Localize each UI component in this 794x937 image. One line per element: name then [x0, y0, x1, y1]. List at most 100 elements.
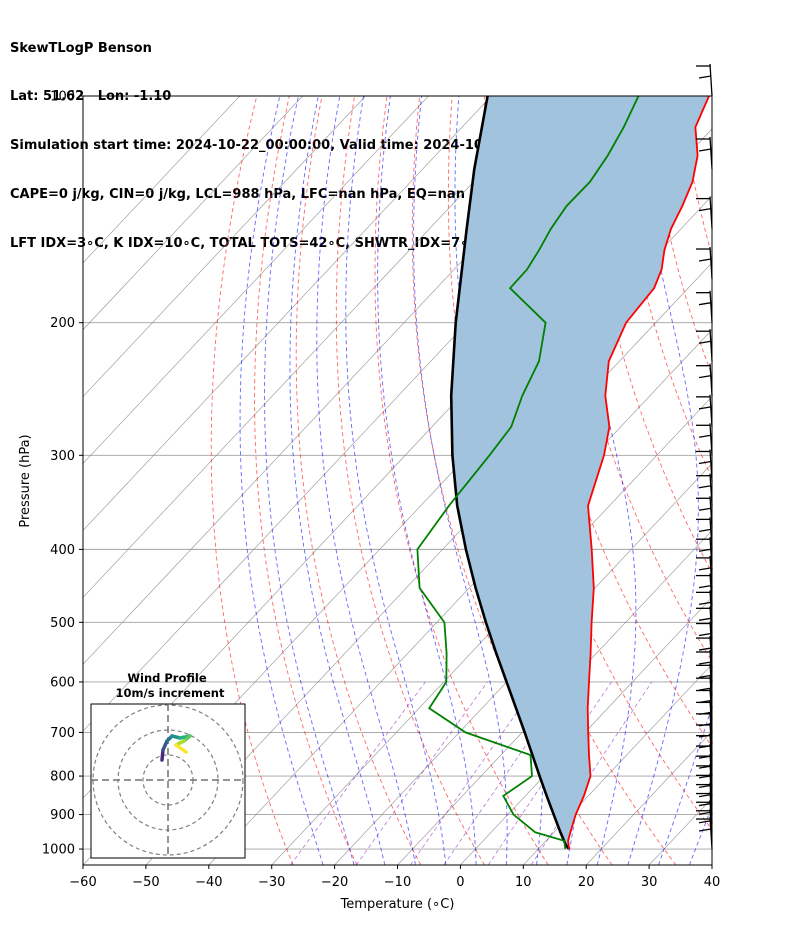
barb-flag: [698, 811, 712, 815]
wind-barb: [696, 722, 713, 755]
inset-subtitle: 10m/s increment: [116, 686, 225, 700]
barb-flag: [698, 460, 712, 465]
mixing-ratio-line: [410, 681, 539, 865]
y-tick-label: 1000: [42, 843, 75, 858]
barb-flag: [698, 207, 712, 212]
barb-flag: [698, 723, 712, 727]
barb-flag: [698, 584, 712, 589]
cape-fill-layer: [451, 96, 709, 849]
inset-title: Wind Profile: [127, 671, 207, 685]
x-axis-label: Temperature (∘C): [340, 897, 455, 912]
x-tick-label: −10: [384, 875, 411, 890]
isotherm-line: [83, 96, 366, 398]
temperature-line: [567, 96, 710, 850]
wind-barb: [696, 754, 713, 787]
wind-barb: [696, 763, 713, 796]
barb-flag: [698, 755, 712, 759]
barb-flag: [698, 567, 712, 571]
moist-adiabat-line: [720, 96, 794, 865]
barb-flag: [698, 601, 712, 605]
barb-flag: [698, 784, 712, 789]
x-tick-label: −30: [258, 875, 285, 890]
isotherm-line: [775, 96, 794, 865]
x-tick-label: 20: [578, 875, 595, 890]
barb-flag: [698, 775, 712, 779]
stability-indices-line: LFT IDX=3∘C, K IDX=10∘C, TOTAL TOTS=42∘C…: [10, 236, 478, 252]
barb-flag: [698, 687, 712, 691]
barb-flag: [698, 661, 712, 665]
moist-adiabat-line: [316, 96, 416, 865]
dry-adiabat-line: [335, 96, 485, 865]
barb-flag: [698, 820, 712, 824]
barb-flag: [698, 406, 712, 410]
dry-adiabat-line: [210, 96, 294, 865]
isotherm-line: [523, 663, 712, 865]
isotherm-line: [334, 462, 712, 865]
barb-flag: [698, 674, 712, 678]
x-tick-label: −40: [195, 875, 222, 890]
barb-flag: [698, 793, 712, 798]
dry-adiabat-line: [713, 96, 794, 865]
wind-profile-inset: Wind Profile 10m/s increment: [90, 671, 246, 859]
x-tick-label: 0: [456, 875, 464, 890]
moist-adiabat-line: [264, 96, 355, 865]
y-axis-label: Pressure (hPa): [18, 434, 33, 527]
moist-adiabat-line: [239, 96, 324, 865]
barb-flag: [698, 258, 712, 262]
barb-staff: [709, 63, 713, 97]
wind-barb: [696, 290, 713, 323]
wind-barb: [696, 537, 713, 570]
barb-flag: [698, 734, 712, 738]
dewpoint-line: [416, 96, 640, 850]
y-tick-label: 100: [50, 90, 75, 105]
barb-flag: [698, 548, 712, 552]
barb-flag: [698, 340, 712, 344]
barb-flag: [698, 699, 712, 704]
moist-adiabat-line: [627, 96, 699, 865]
isotherm-line: [83, 96, 241, 264]
wind-barb: [696, 329, 713, 362]
x-tick-label: 10: [515, 875, 532, 890]
y-tick-label: 900: [50, 808, 75, 823]
mixing-ratio-line: [487, 681, 612, 865]
wind-barb: [696, 136, 713, 170]
y-tick-label: 400: [50, 543, 75, 558]
barb-flag: [698, 745, 712, 749]
x-tick-label: 40: [704, 875, 721, 890]
isotherm-line: [83, 96, 492, 531]
barb-flag: [698, 302, 712, 306]
barb-flag: [698, 434, 712, 438]
cin-shaded-area: [451, 96, 709, 849]
moist-adiabat-line: [688, 805, 712, 865]
moist-adiabat-line: [413, 96, 508, 865]
barb-flag: [698, 528, 712, 533]
moist-adiabat-line: [345, 96, 447, 865]
x-tick-label: 30: [641, 875, 658, 890]
mixing-ratio-line: [355, 681, 488, 865]
x-tick-label: −20: [321, 875, 348, 890]
y-tick-label: 600: [50, 675, 75, 690]
wind-barb: [696, 744, 713, 777]
barb-flag: [698, 75, 712, 79]
wind-barb: [696, 573, 713, 606]
isotherm-line: [271, 396, 712, 865]
wind-barb: [696, 711, 713, 744]
barb-flag: [698, 711, 712, 716]
x-tick-label: −50: [132, 875, 159, 890]
dry-adiabat-line: [254, 96, 358, 865]
isotherm-line: [711, 864, 712, 865]
isotherm-line: [585, 730, 712, 865]
barb-flag: [698, 647, 712, 651]
dry-adiabat-line: [581, 96, 712, 574]
dry-adiabat-line: [778, 96, 794, 865]
barb-flag: [698, 632, 712, 637]
dry-adiabat-line: [374, 96, 549, 865]
isotherm-line: [83, 96, 429, 465]
barb-flag: [698, 828, 712, 832]
barb-flag: [698, 765, 712, 769]
isotherm-line: [397, 529, 712, 865]
wind-barb: [696, 700, 713, 733]
isotherm-line: [83, 96, 303, 331]
dry-adiabat-line: [745, 96, 794, 865]
